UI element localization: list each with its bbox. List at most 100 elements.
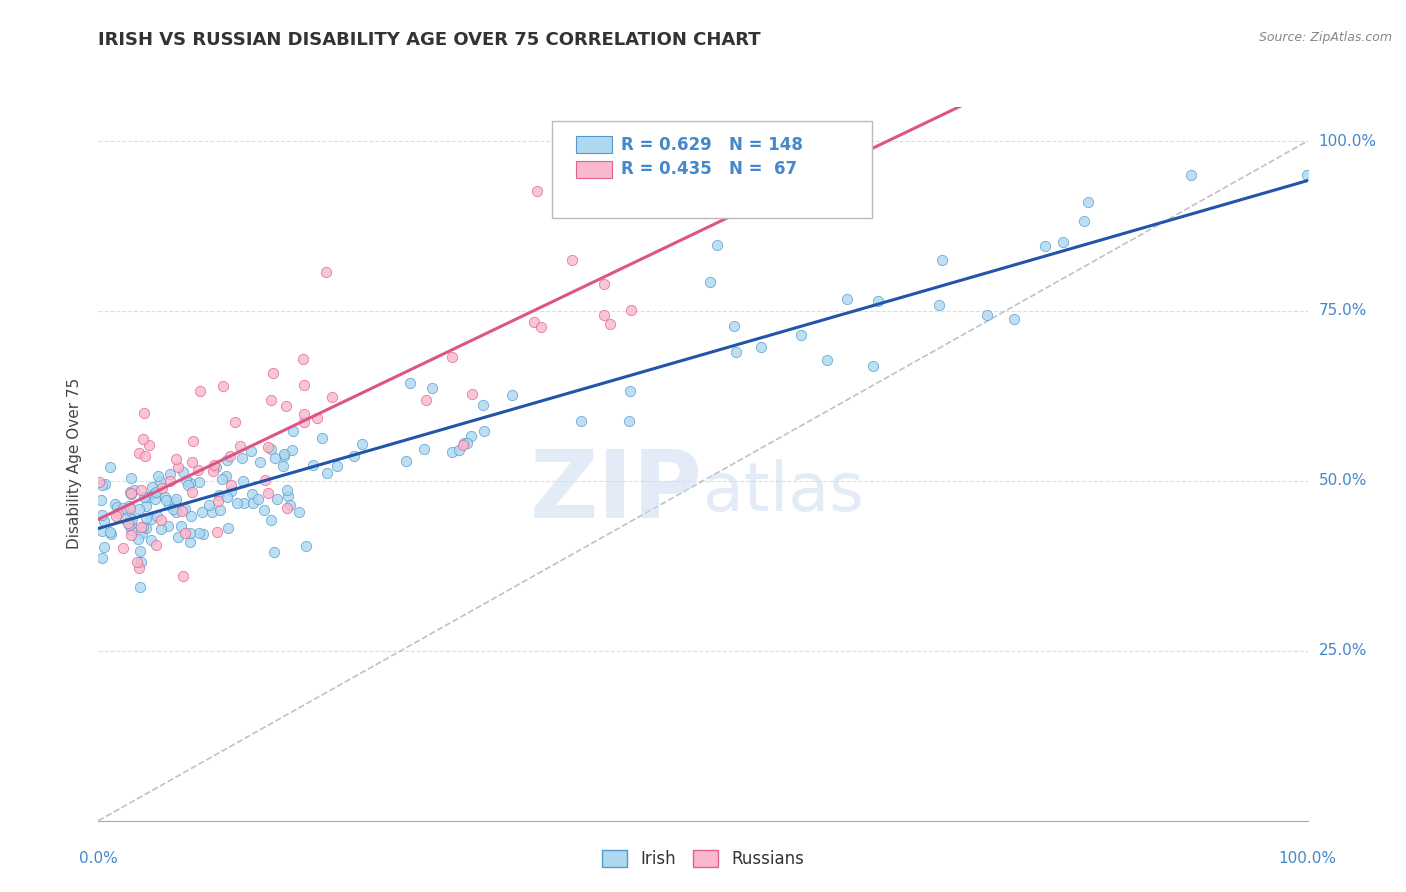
Point	[150, 522, 173, 536]
Point	[208, 503, 231, 517]
Point	[501, 388, 523, 402]
Point	[599, 317, 621, 331]
Text: atlas: atlas	[703, 459, 863, 525]
Point	[174, 502, 197, 516]
Text: Source: ZipAtlas.com: Source: ZipAtlas.com	[1258, 31, 1392, 45]
Point	[311, 431, 333, 445]
Y-axis label: Disability Age Over 75: Disability Age Over 75	[67, 378, 83, 549]
Point	[180, 508, 202, 523]
Point	[172, 568, 194, 582]
Point	[1002, 312, 1025, 326]
Point	[150, 513, 173, 527]
Point	[449, 442, 471, 457]
Point	[91, 551, 114, 566]
Point	[471, 398, 494, 412]
Point	[441, 350, 464, 364]
Point	[159, 474, 181, 488]
Point	[281, 424, 304, 438]
Point	[321, 390, 343, 404]
Point	[453, 435, 475, 450]
Point	[191, 527, 214, 541]
Point	[262, 366, 284, 380]
Point	[395, 454, 418, 468]
Point	[240, 487, 263, 501]
Point	[260, 392, 283, 407]
Point	[128, 544, 150, 558]
Point	[174, 473, 197, 487]
Point	[181, 485, 204, 500]
Point	[260, 513, 283, 527]
Point	[91, 478, 114, 492]
Point	[295, 539, 318, 553]
Point	[177, 478, 200, 492]
Point	[120, 527, 142, 541]
Point	[420, 381, 443, 395]
Point	[205, 524, 228, 539]
Point	[91, 524, 114, 538]
Point	[132, 432, 155, 446]
Point	[343, 449, 366, 463]
Point	[129, 483, 152, 498]
Point	[307, 411, 329, 425]
Point	[278, 498, 301, 512]
Point	[288, 505, 311, 519]
Point	[456, 436, 478, 450]
Point	[931, 252, 953, 267]
Point	[215, 453, 238, 467]
Point	[862, 359, 884, 373]
Point	[928, 298, 950, 312]
Point	[170, 504, 193, 518]
Point	[214, 469, 236, 483]
Point	[217, 520, 239, 534]
Point	[292, 378, 315, 392]
Point	[302, 458, 325, 472]
Point	[530, 320, 553, 334]
Point	[254, 473, 277, 487]
Point	[118, 500, 141, 515]
Point	[460, 429, 482, 443]
Point	[120, 485, 142, 500]
Point	[179, 535, 201, 549]
Point	[561, 252, 583, 267]
Point	[165, 505, 187, 519]
Point	[201, 464, 224, 478]
Point	[249, 455, 271, 469]
Point	[167, 459, 190, 474]
Point	[112, 501, 135, 516]
Point	[112, 541, 135, 556]
Point	[120, 486, 142, 500]
Point	[699, 275, 721, 289]
Point	[145, 491, 167, 506]
Point	[131, 520, 153, 534]
Point	[146, 468, 169, 483]
Point	[526, 184, 548, 198]
Point	[271, 459, 294, 474]
Point	[120, 523, 142, 537]
Point	[263, 545, 285, 559]
Point	[87, 475, 110, 489]
Point	[121, 512, 143, 526]
Point	[127, 532, 149, 546]
Bar	[576, 136, 613, 153]
Point	[207, 493, 229, 508]
Point	[131, 526, 153, 541]
Point	[120, 516, 142, 531]
Point	[188, 384, 211, 398]
Point	[232, 474, 254, 488]
Text: IRISH VS RUSSIAN DISABILITY AGE OVER 75 CORRELATION CHART: IRISH VS RUSSIAN DISABILITY AGE OVER 75 …	[98, 31, 761, 49]
Point	[569, 413, 592, 427]
Point	[135, 511, 157, 525]
Point	[1035, 239, 1057, 253]
Point	[145, 485, 167, 500]
Point	[266, 492, 288, 507]
Point	[139, 512, 162, 526]
Point	[205, 460, 228, 475]
Point	[226, 496, 249, 510]
Point	[163, 495, 186, 509]
Point	[100, 526, 122, 541]
Point	[725, 345, 748, 359]
Point	[105, 500, 128, 515]
Point	[179, 476, 201, 491]
Point	[1077, 194, 1099, 209]
Point	[273, 447, 295, 461]
